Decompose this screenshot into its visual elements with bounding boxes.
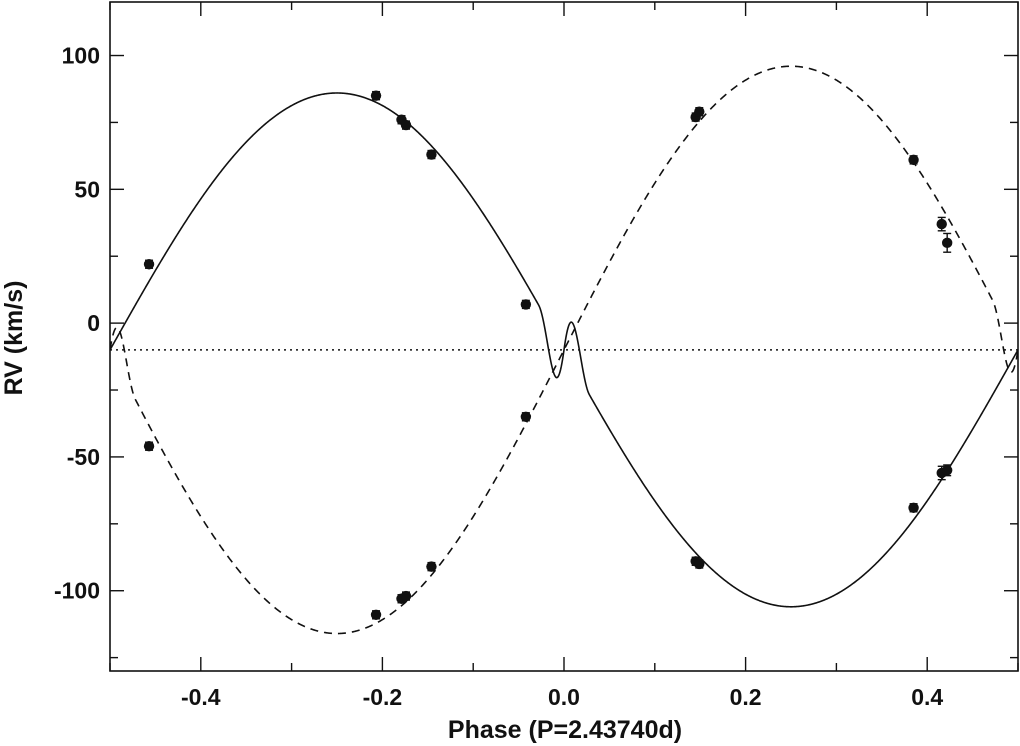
secondary-data-point — [936, 216, 947, 232]
primary-marker — [400, 119, 412, 131]
x-tick-label: -0.2 — [363, 684, 403, 710]
plot-frame — [109, 1, 1019, 672]
primary-marker — [694, 558, 705, 570]
primary-model-curve — [110, 92, 1018, 608]
secondary-data-point — [370, 609, 382, 621]
x-tick-label: 0.0 — [548, 684, 580, 710]
x-tick-label: 0.4 — [911, 684, 943, 710]
y-tick-label: 100 — [62, 43, 100, 69]
secondary-marker — [370, 609, 382, 621]
primary-marker — [520, 299, 532, 310]
secondary-model-curve — [110, 65, 1018, 635]
x-axis-label: Phase (P=2.43740d) — [448, 716, 682, 744]
secondary-marker — [936, 218, 947, 230]
primary-marker — [143, 259, 155, 270]
x-tick-label: -0.4 — [181, 684, 221, 710]
secondary-marker — [400, 590, 412, 602]
secondary-marker — [426, 561, 437, 572]
primary-data-point — [520, 299, 532, 310]
secondary-marker — [520, 411, 532, 422]
y-tick-label: 0 — [87, 310, 100, 336]
secondary-data-point — [400, 590, 412, 602]
primary-data-point — [370, 90, 382, 101]
secondary-data-point — [143, 441, 155, 452]
primary-marker — [426, 149, 437, 160]
primary-data-point — [143, 259, 155, 270]
y-tick-label: -100 — [54, 578, 100, 604]
secondary-marker — [143, 441, 155, 452]
secondary-data-point — [908, 154, 919, 166]
x-tick-label: 0.2 — [730, 684, 762, 710]
y-tick-label: -50 — [67, 444, 100, 470]
secondary-data-point — [426, 561, 437, 572]
secondary-data-point — [520, 411, 532, 422]
secondary-data-point — [941, 232, 953, 253]
secondary-data-point — [694, 106, 705, 117]
plot-area — [110, 65, 1018, 635]
primary-marker — [370, 90, 382, 101]
primary-data-point — [908, 502, 919, 513]
axis-ticks: -0.4 -0.2 0.0 0.2 0.4 -100 -50 0 50 100 — [54, 2, 1019, 710]
primary-data-point — [941, 464, 953, 477]
primary-data-point — [400, 119, 412, 131]
primary-data-point — [426, 149, 437, 160]
y-tick-label: 50 — [74, 176, 100, 202]
primary-marker — [908, 502, 919, 513]
primary-marker — [941, 465, 953, 476]
primary-data-point — [694, 558, 705, 570]
secondary-marker — [941, 237, 953, 249]
secondary-marker — [908, 154, 919, 166]
y-axis-label: RV (km/s) — [0, 281, 28, 396]
secondary-marker — [694, 106, 705, 117]
